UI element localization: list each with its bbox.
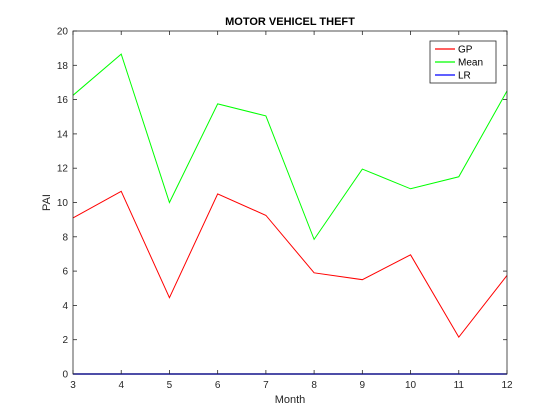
y-tick-label: 4: [62, 301, 68, 312]
y-tick-label: 12: [57, 164, 69, 175]
x-tick-label: 9: [360, 380, 366, 391]
x-tick-label: 8: [311, 380, 317, 391]
series-line-mean: [72, 53, 508, 241]
y-tick-label: 14: [57, 129, 69, 140]
y-tick-label: 2: [62, 335, 68, 346]
series-line-gp: [72, 190, 508, 339]
x-tick-label: 4: [118, 380, 124, 391]
x-tick-label: 6: [215, 380, 221, 391]
y-tick-label: 10: [57, 198, 69, 209]
y-tick-label: 18: [57, 61, 69, 72]
y-tick-label: 8: [62, 232, 68, 243]
legend-label: LR: [458, 71, 471, 82]
chart-title: MOTOR VEHICEL THEFT: [225, 16, 355, 28]
x-axis: 3 4 5 6 7 8 9 10 11 12: [70, 31, 513, 391]
y-tick-label: 16: [57, 95, 69, 106]
x-tick-label: 12: [501, 380, 513, 391]
y-axis-label: PAI: [41, 194, 53, 211]
legend-label: GP: [458, 45, 473, 56]
y-tick-label: 20: [57, 27, 69, 38]
plot-area: [73, 31, 507, 374]
x-tick-label: 5: [167, 380, 173, 391]
x-tick-label: 7: [263, 380, 269, 391]
legend-label: Mean: [458, 58, 483, 69]
x-axis-label: Month: [275, 394, 306, 406]
x-tick-label: 10: [405, 380, 417, 391]
y-tick-label: 0: [62, 370, 68, 381]
y-tick-label: 6: [62, 267, 68, 278]
x-tick-label: 3: [70, 380, 76, 391]
legend: GP Mean LR: [429, 40, 497, 84]
y-axis: 0 2 4 6 8 10 12 14 16 18 20: [57, 27, 507, 381]
x-tick-label: 11: [454, 380, 465, 391]
